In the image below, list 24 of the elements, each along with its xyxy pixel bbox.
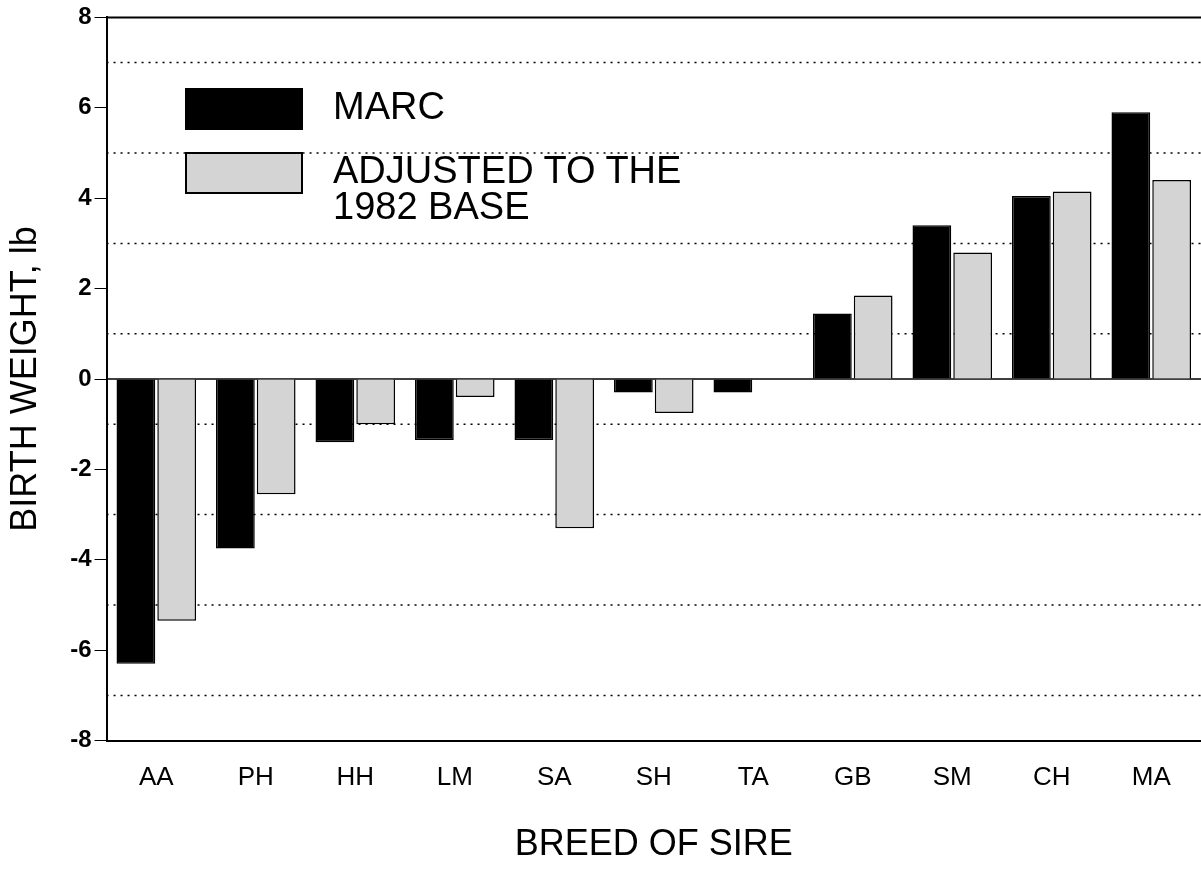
legend-label: MARC (333, 85, 446, 127)
x-tick-label: PH (237, 761, 274, 792)
y-tick-label: -4 (70, 544, 93, 572)
x-tick-label: LM (436, 761, 473, 792)
x-tick-label: TA (737, 761, 770, 792)
y-tick-label: -6 (70, 634, 92, 662)
x-tick-label: SH (635, 761, 672, 792)
x-tick-label: SA (536, 761, 573, 792)
y-tick-label: -2 (70, 454, 92, 482)
legend-label: ADJUSTED TO THE 1982 BASE (333, 149, 683, 227)
x-tick-label: GB (833, 761, 872, 792)
x-axis-title: BREED OF SIRE (514, 822, 793, 864)
y-tick-label: 0 (78, 363, 92, 391)
y-tick-label: 6 (78, 92, 92, 120)
y-tick-label: -8 (70, 725, 92, 753)
x-tick-label: MA (1131, 761, 1172, 792)
x-tick-label: CH (1032, 761, 1071, 792)
x-tick-label: HH (336, 761, 375, 792)
y-axis-title: BIRTH WEIGHT, lb (2, 226, 44, 532)
y-tick-label: 8 (78, 2, 92, 30)
y-tick-label: 2 (78, 273, 92, 301)
y-tick-label: 4 (78, 182, 93, 210)
x-tick-label: AA (138, 761, 175, 792)
x-tick-label: SM (932, 761, 972, 792)
